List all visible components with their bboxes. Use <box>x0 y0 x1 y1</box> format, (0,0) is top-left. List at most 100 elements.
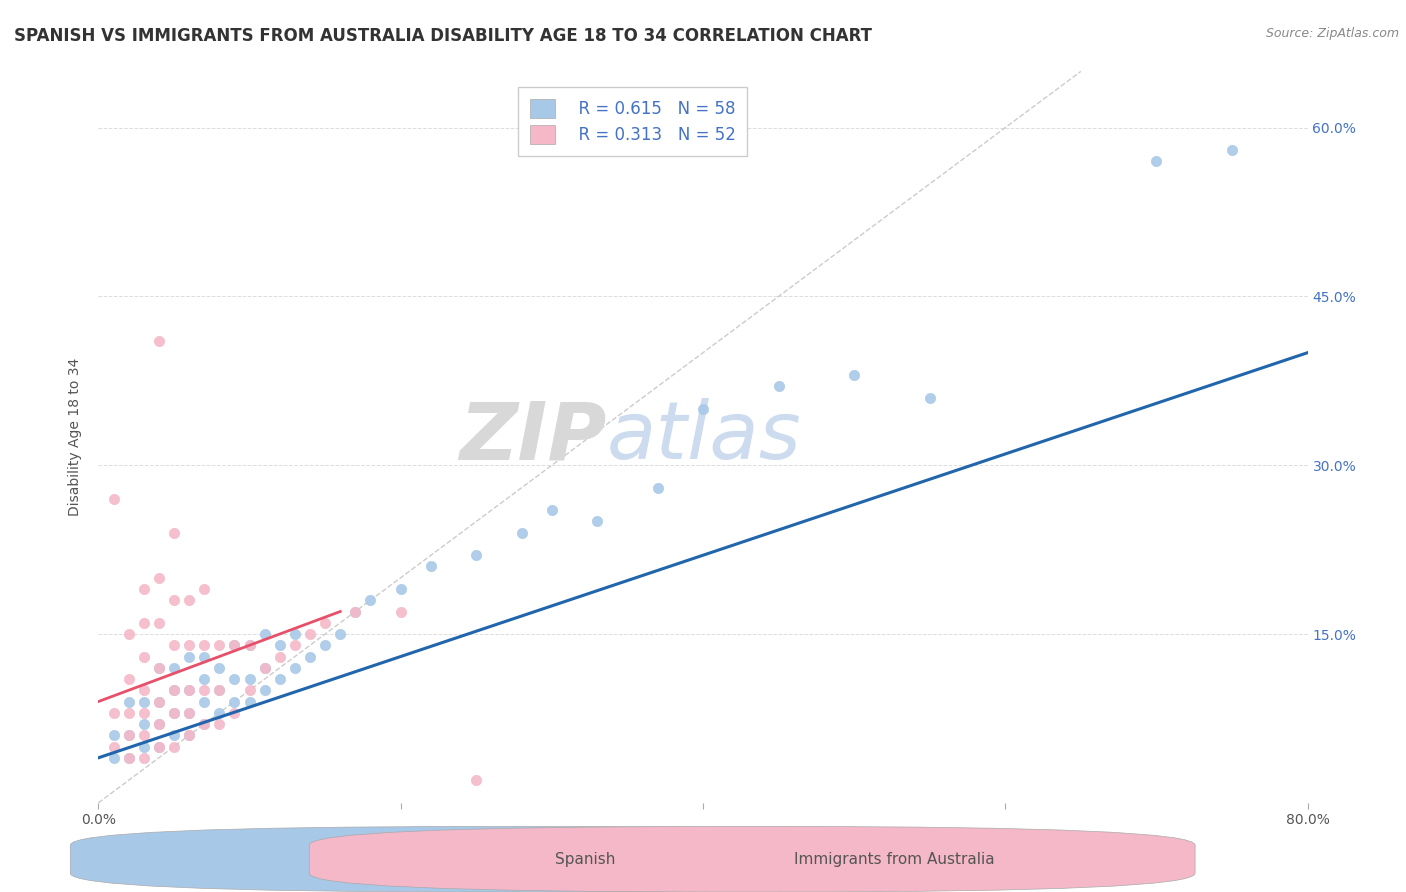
Point <box>132 683 155 698</box>
Point <box>193 582 215 596</box>
Point <box>284 638 307 652</box>
Point <box>239 683 262 698</box>
Point <box>179 706 201 720</box>
Point <box>132 694 155 708</box>
Point <box>389 582 412 596</box>
Point <box>132 649 155 664</box>
Point <box>148 717 170 731</box>
Text: ZIP: ZIP <box>458 398 606 476</box>
Point <box>132 739 155 754</box>
Point <box>103 739 125 754</box>
Text: atlas: atlas <box>606 398 801 476</box>
Point <box>208 683 231 698</box>
Point <box>132 751 155 765</box>
Point <box>844 368 866 383</box>
Point <box>299 649 322 664</box>
Point <box>224 638 246 652</box>
Point <box>103 491 125 506</box>
Point <box>540 503 562 517</box>
Point <box>132 728 155 742</box>
Point <box>118 627 141 641</box>
Point <box>148 571 170 585</box>
Point <box>239 694 262 708</box>
Point <box>179 683 201 698</box>
Point <box>918 391 941 405</box>
Point <box>163 683 186 698</box>
Point <box>179 706 201 720</box>
Point <box>179 728 201 742</box>
Point <box>132 582 155 596</box>
Point <box>163 661 186 675</box>
Point <box>193 717 215 731</box>
Point <box>344 605 367 619</box>
Point <box>163 739 186 754</box>
Point <box>1220 143 1243 157</box>
Point <box>132 615 155 630</box>
Text: Spanish: Spanish <box>555 852 616 867</box>
Point <box>148 739 170 754</box>
Point <box>253 627 276 641</box>
Point <box>193 649 215 664</box>
Point <box>163 683 186 698</box>
Point <box>179 683 201 698</box>
Point <box>224 638 246 652</box>
Point <box>148 739 170 754</box>
Point <box>179 728 201 742</box>
Point <box>269 638 291 652</box>
Point <box>193 694 215 708</box>
FancyBboxPatch shape <box>70 826 956 892</box>
Y-axis label: Disability Age 18 to 34: Disability Age 18 to 34 <box>69 358 83 516</box>
Point <box>284 627 307 641</box>
Point <box>692 401 714 416</box>
Point <box>163 728 186 742</box>
Point <box>103 751 125 765</box>
Point <box>208 683 231 698</box>
Point <box>118 728 141 742</box>
Point <box>420 559 443 574</box>
Point <box>148 661 170 675</box>
Point <box>239 638 262 652</box>
Point <box>148 334 170 349</box>
Point <box>224 694 246 708</box>
Point <box>132 717 155 731</box>
Point <box>163 706 186 720</box>
Point <box>179 649 201 664</box>
Point <box>510 525 533 540</box>
Point <box>253 661 276 675</box>
Text: Source: ZipAtlas.com: Source: ZipAtlas.com <box>1265 27 1399 40</box>
Point <box>148 615 170 630</box>
Point <box>1144 154 1167 169</box>
Point <box>132 706 155 720</box>
Point <box>118 751 141 765</box>
Point <box>118 751 141 765</box>
Point <box>148 661 170 675</box>
Point <box>253 683 276 698</box>
Point <box>193 683 215 698</box>
Point <box>239 672 262 686</box>
Point <box>118 672 141 686</box>
Point <box>103 706 125 720</box>
Point <box>253 661 276 675</box>
Point <box>193 672 215 686</box>
Point <box>103 728 125 742</box>
Point <box>118 706 141 720</box>
Point <box>118 694 141 708</box>
Point <box>208 638 231 652</box>
Point <box>208 661 231 675</box>
Point <box>465 548 488 562</box>
Point <box>163 706 186 720</box>
Point <box>344 605 367 619</box>
Text: Immigrants from Australia: Immigrants from Australia <box>794 852 995 867</box>
Point <box>148 694 170 708</box>
Point <box>269 672 291 686</box>
Point <box>284 661 307 675</box>
Text: SPANISH VS IMMIGRANTS FROM AUSTRALIA DISABILITY AGE 18 TO 34 CORRELATION CHART: SPANISH VS IMMIGRANTS FROM AUSTRALIA DIS… <box>14 27 872 45</box>
Point <box>224 706 246 720</box>
Point <box>224 672 246 686</box>
Point <box>163 593 186 607</box>
Point <box>465 773 488 788</box>
Point <box>586 515 609 529</box>
Point <box>118 728 141 742</box>
Point <box>389 605 412 619</box>
Point <box>768 379 790 393</box>
